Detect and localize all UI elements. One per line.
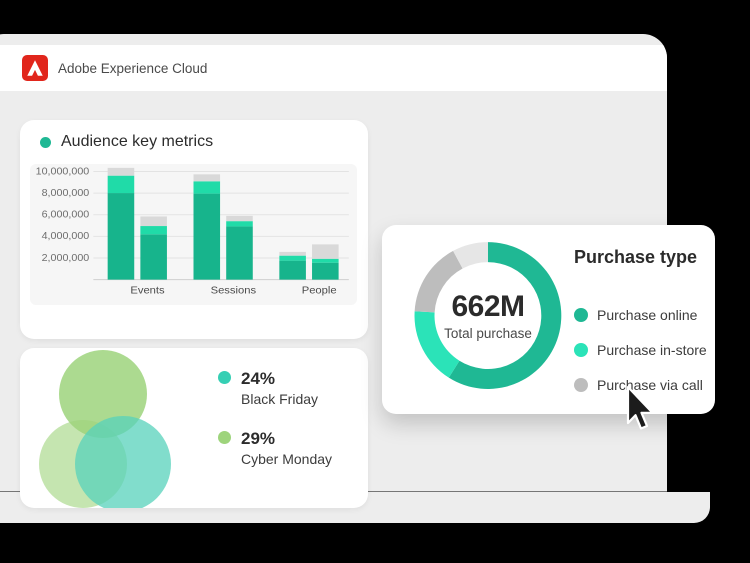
svg-text:8,000,000: 8,000,000 xyxy=(42,188,90,199)
svg-text:4,000,000: 4,000,000 xyxy=(42,232,90,243)
svg-text:10,000,000: 10,000,000 xyxy=(36,167,90,178)
svg-text:2,000,000: 2,000,000 xyxy=(42,253,90,264)
svg-text:People: People xyxy=(302,285,337,296)
svg-text:6,000,000: 6,000,000 xyxy=(42,210,90,221)
svg-text:Sessions: Sessions xyxy=(211,285,257,296)
svg-text:Events: Events xyxy=(130,285,164,296)
